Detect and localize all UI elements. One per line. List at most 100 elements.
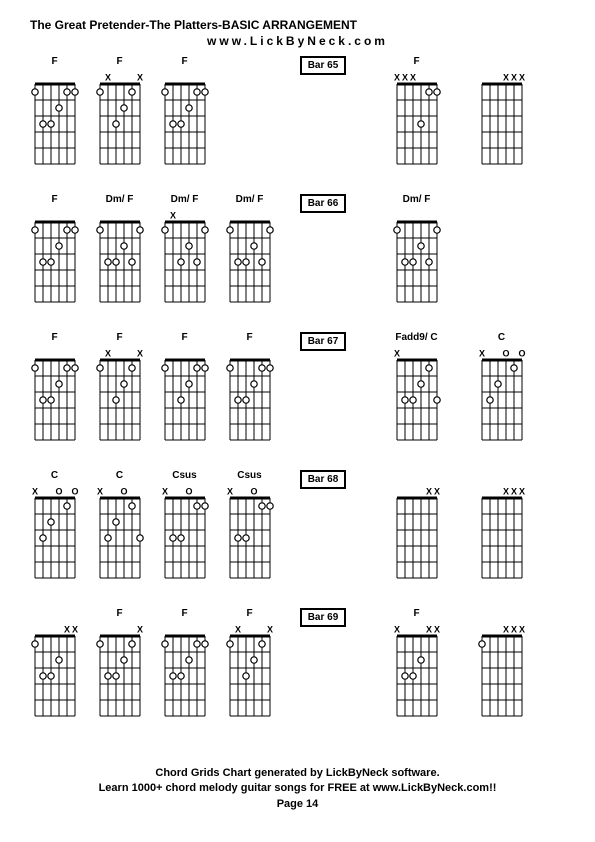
chord-row: FFXXFBar 65FXXXXXX [22, 56, 573, 194]
chord-slot: C X OO [459, 332, 544, 441]
footer-line-1: Chord Grids Chart generated by LickByNec… [0, 766, 595, 781]
right-chord-group: Dm/ F [374, 194, 544, 303]
chord-slot: Dm/ FX [152, 194, 217, 303]
svg-text:X: X [104, 348, 110, 358]
chord-slot: C X OO [22, 470, 87, 579]
left-chord-group: FFXXF [22, 56, 282, 165]
svg-text:O: O [185, 486, 192, 496]
bar-label: Bar 66 [300, 194, 347, 213]
chord-label: Dm/ F [171, 194, 199, 206]
svg-text:X: X [502, 72, 508, 82]
svg-text:X: X [161, 486, 167, 496]
svg-text:X: X [96, 486, 102, 496]
left-chord-group: XXFXFFXX [22, 608, 282, 717]
chord-rows-container: FFXXFBar 65FXXXXXXFDm/ FDm/ FXDm/ FBar 6… [0, 56, 595, 746]
svg-text:O: O [120, 486, 127, 496]
svg-text:X: X [63, 624, 69, 634]
chord-slot: FX [87, 608, 152, 717]
bar-column: Bar 69 [282, 608, 364, 627]
bar-label: Bar 67 [300, 332, 347, 351]
right-chord-group: Fadd9/ C X C X OO [374, 332, 544, 441]
chord-slot [217, 56, 282, 165]
chord-label: F [246, 332, 252, 344]
svg-text:X: X [393, 348, 399, 358]
chord-row: FFXXFFBar 67Fadd9/ CXCXOO [22, 332, 573, 470]
svg-text:X: X [510, 72, 516, 82]
chord-label: F [246, 608, 252, 620]
chord-slot: FXX [217, 608, 282, 717]
svg-text:X: X [234, 624, 240, 634]
chord-label: Csus [237, 470, 261, 482]
chord-slot: XX [22, 608, 87, 717]
chord-slot: Dm/ F [217, 194, 282, 303]
chord-label: F [51, 56, 57, 68]
svg-text:X: X [510, 486, 516, 496]
chord-label: C [498, 332, 505, 344]
chord-label: Dm/ F [106, 194, 134, 206]
bar-label: Bar 65 [300, 56, 347, 75]
chord-slot: FXXX [374, 56, 459, 165]
chord-slot: XX [374, 470, 459, 579]
chord-label: F [51, 194, 57, 206]
svg-text:X: X [393, 624, 399, 634]
bar-label: Bar 68 [300, 470, 347, 489]
chord-slot: XXX [459, 608, 544, 717]
chord-label: C [51, 470, 58, 482]
chord-label: F [116, 608, 122, 620]
chord-slot: F [152, 608, 217, 717]
chord-slot: Dm/ F [87, 194, 152, 303]
chord-slot: XXX [459, 56, 544, 165]
chord-label: F [413, 56, 419, 68]
chord-slot: F [22, 56, 87, 165]
chord-slot: CXO [87, 470, 152, 579]
right-chord-group: FXXXXXX [374, 608, 544, 717]
chord-slot: CsusXO [152, 470, 217, 579]
svg-text:X: X [502, 624, 508, 634]
chord-label: Fadd9/ C [395, 332, 437, 344]
svg-text:X: X [409, 72, 415, 82]
svg-text:X: X [425, 486, 431, 496]
svg-text:O: O [71, 486, 78, 496]
chord-slot: Dm/ F [374, 194, 459, 303]
svg-text:X: X [136, 348, 142, 358]
chord-slot: FXX [87, 56, 152, 165]
right-chord-group: XXXXX [374, 470, 544, 579]
chord-slot: F [22, 332, 87, 441]
chord-slot [459, 194, 544, 303]
left-chord-group: CXOOCXOCsusXOCsusXO [22, 470, 282, 579]
chord-slot: F [217, 332, 282, 441]
chord-label: F [51, 332, 57, 344]
svg-text:X: X [478, 348, 484, 358]
page-title: The Great Pretender-The Platters-BASIC A… [30, 18, 565, 32]
svg-text:X: X [226, 486, 232, 496]
svg-text:X: X [31, 486, 37, 496]
chord-label: F [181, 608, 187, 620]
chord-slot: Fadd9/ C X [374, 332, 459, 441]
chord-label: F [116, 56, 122, 68]
page-footer: Chord Grids Chart generated by LickByNec… [0, 766, 595, 812]
chord-label: F [413, 608, 419, 620]
page-subtitle: www.LickByNeck.com [30, 34, 565, 48]
chord-label: F [116, 332, 122, 344]
svg-text:O: O [502, 348, 509, 358]
svg-text:X: X [136, 624, 142, 634]
svg-text:O: O [518, 348, 525, 358]
chord-label: Dm/ F [403, 194, 431, 206]
chord-slot: FXXX [374, 608, 459, 717]
left-chord-group: FDm/ FDm/ FXDm/ F [22, 194, 282, 303]
right-chord-group: FXXXXXX [374, 56, 544, 165]
svg-text:X: X [502, 486, 508, 496]
svg-text:X: X [518, 486, 524, 496]
chord-label: F [181, 332, 187, 344]
svg-text:X: X [433, 624, 439, 634]
chord-row: CXOOCXOCsusXOCsusXOBar 68XXXXX [22, 470, 573, 608]
footer-page: Page 14 [0, 797, 595, 812]
chord-slot: F [22, 194, 87, 303]
svg-text:X: X [518, 624, 524, 634]
bar-label: Bar 69 [300, 608, 347, 627]
chord-slot: F [152, 56, 217, 165]
chord-row: FDm/ FDm/ FXDm/ FBar 66Dm/ F [22, 194, 573, 332]
svg-text:X: X [393, 72, 399, 82]
chord-slot: XXX [459, 470, 544, 579]
svg-text:O: O [55, 486, 62, 496]
